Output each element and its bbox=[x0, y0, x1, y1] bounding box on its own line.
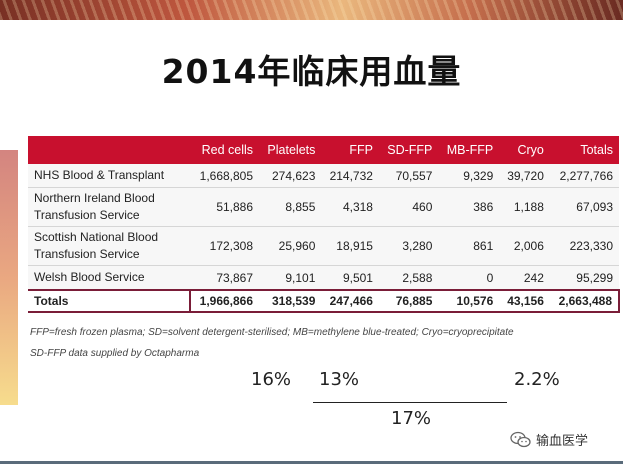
cell: 8,855 bbox=[259, 187, 322, 227]
cell: 2,277,766 bbox=[549, 164, 619, 188]
left-decor-bar bbox=[0, 150, 18, 405]
cell: 67,093 bbox=[549, 187, 619, 227]
totals-row: Totals 1,966,866 318,539 247,466 76,885 … bbox=[28, 289, 621, 313]
row-name: NHS Blood & Transplant bbox=[28, 164, 190, 188]
cell: 460 bbox=[378, 187, 439, 227]
table-row: Scottish National Blood Transfusion Serv… bbox=[28, 226, 619, 266]
cell: 223,330 bbox=[549, 226, 619, 266]
cell: 2,006 bbox=[499, 226, 550, 266]
top-banner bbox=[0, 0, 623, 20]
header-cell: Totals bbox=[549, 136, 619, 164]
blood-usage-table-container: Red cells Platelets FFP SD-FFP MB-FFP Cr… bbox=[28, 136, 621, 313]
cell: 386 bbox=[438, 187, 500, 227]
row-name: Northern Ireland Blood Transfusion Servi… bbox=[28, 187, 190, 227]
cell: 10,576 bbox=[438, 289, 500, 313]
cell: 18,915 bbox=[321, 226, 379, 266]
cell: 9,101 bbox=[259, 265, 322, 291]
cell: 3,280 bbox=[378, 226, 439, 266]
cell: 2,663,488 bbox=[549, 289, 621, 313]
cell: 861 bbox=[438, 226, 500, 266]
plasma-total-percentage: 17% bbox=[391, 408, 432, 429]
watermark-text: 输血医学 bbox=[536, 434, 589, 449]
cell: 39,720 bbox=[499, 164, 550, 188]
cell: 318,539 bbox=[259, 289, 322, 313]
header-cell: Platelets bbox=[259, 136, 322, 164]
watermark: 输血医学 bbox=[510, 430, 588, 449]
ffp-percentage: 13% bbox=[319, 369, 360, 390]
platelets-percentage: 16% bbox=[251, 369, 292, 390]
cell: 9,501 bbox=[321, 265, 379, 291]
table-row: Welsh Blood Service 73,867 9,101 9,501 2… bbox=[28, 265, 619, 291]
cryo-percentage: 2.2% bbox=[514, 369, 560, 390]
header-cell: FFP bbox=[321, 136, 379, 164]
footnote-abbreviations: FFP=fresh frozen plasma; SD=solvent dete… bbox=[30, 327, 514, 338]
cell: 1,966,866 bbox=[188, 289, 260, 313]
header-cell: Cryo bbox=[499, 136, 550, 164]
cell: 1,668,805 bbox=[190, 164, 260, 188]
bottom-rule bbox=[0, 461, 623, 464]
header-cell: Red cells bbox=[190, 136, 260, 164]
table-row: Northern Ireland Blood Transfusion Servi… bbox=[28, 187, 619, 227]
wechat-icon bbox=[510, 431, 531, 447]
cell: 9,329 bbox=[438, 164, 500, 188]
header-cell: MB-FFP bbox=[438, 136, 500, 164]
cell: 172,308 bbox=[190, 226, 260, 266]
header-cell bbox=[28, 136, 190, 164]
cell: 1,188 bbox=[499, 187, 550, 227]
cell: 2,588 bbox=[378, 265, 439, 291]
row-name: Welsh Blood Service bbox=[28, 265, 190, 291]
cell: 70,557 bbox=[378, 164, 439, 188]
cell: 25,960 bbox=[259, 226, 322, 266]
cell: 95,299 bbox=[549, 265, 619, 291]
slide-title: 2014年临床用血量 bbox=[161, 52, 462, 91]
header-cell: SD-FFP bbox=[378, 136, 439, 164]
cell: 274,623 bbox=[259, 164, 322, 188]
cell: 0 bbox=[438, 265, 500, 291]
cell: 242 bbox=[499, 265, 550, 291]
cell: 214,732 bbox=[321, 164, 379, 188]
footnote-source: SD-FFP data supplied by Octapharma bbox=[30, 348, 200, 359]
row-name: Scottish National Blood Transfusion Serv… bbox=[28, 226, 190, 266]
table-header-row: Red cells Platelets FFP SD-FFP MB-FFP Cr… bbox=[28, 136, 619, 164]
cell: 4,318 bbox=[321, 187, 379, 227]
cell: 76,885 bbox=[378, 289, 439, 313]
cell: 51,886 bbox=[190, 187, 260, 227]
cell: 73,867 bbox=[190, 265, 260, 291]
cell: 43,156 bbox=[499, 289, 550, 313]
plasma-group-line bbox=[313, 402, 507, 403]
row-name: Totals bbox=[28, 289, 190, 313]
blood-usage-table: Red cells Platelets FFP SD-FFP MB-FFP Cr… bbox=[28, 136, 621, 313]
table-row: NHS Blood & Transplant 1,668,805 274,623… bbox=[28, 164, 619, 188]
cell: 247,466 bbox=[321, 289, 379, 313]
